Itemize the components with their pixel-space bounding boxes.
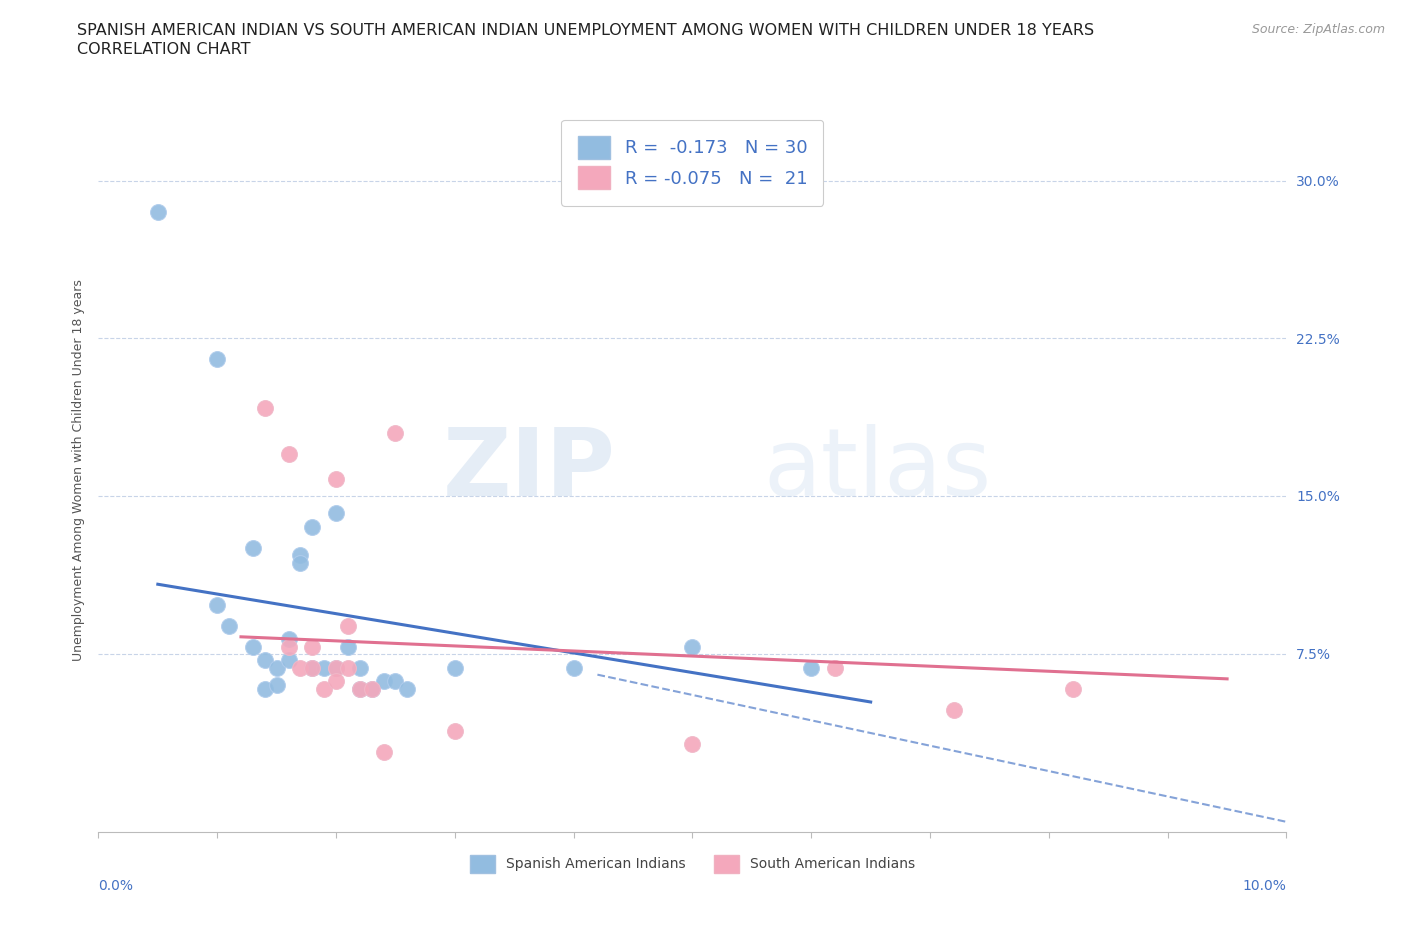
Point — [1062, 682, 1084, 697]
Point — [681, 737, 703, 751]
Point — [824, 661, 846, 676]
Point — [384, 425, 406, 440]
Point — [290, 548, 312, 563]
Point — [325, 472, 347, 486]
Point — [301, 520, 323, 535]
Text: 10.0%: 10.0% — [1243, 879, 1286, 893]
Point — [253, 400, 276, 415]
Point — [277, 631, 299, 646]
Point — [301, 661, 323, 676]
Y-axis label: Unemployment Among Women with Children Under 18 years: Unemployment Among Women with Children U… — [72, 279, 84, 660]
Point — [205, 598, 228, 613]
Point — [325, 673, 347, 688]
Legend: Spanish American Indians, South American Indians: Spanish American Indians, South American… — [463, 848, 922, 880]
Point — [290, 661, 312, 676]
Point — [277, 446, 299, 461]
Point — [325, 661, 347, 676]
Point — [443, 661, 465, 676]
Point — [800, 661, 823, 676]
Point — [146, 205, 169, 219]
Text: SPANISH AMERICAN INDIAN VS SOUTH AMERICAN INDIAN UNEMPLOYMENT AMONG WOMEN WITH C: SPANISH AMERICAN INDIAN VS SOUTH AMERICA… — [77, 23, 1094, 38]
Point — [373, 673, 395, 688]
Point — [301, 661, 323, 676]
Text: CORRELATION CHART: CORRELATION CHART — [77, 42, 250, 57]
Point — [290, 556, 312, 571]
Point — [336, 661, 359, 676]
Point — [325, 505, 347, 520]
Point — [266, 661, 288, 676]
Point — [325, 661, 347, 676]
Point — [314, 682, 336, 697]
Point — [681, 640, 703, 655]
Point — [301, 640, 323, 655]
Point — [349, 682, 371, 697]
Point — [349, 682, 371, 697]
Point — [336, 640, 359, 655]
Point — [218, 618, 240, 633]
Point — [205, 352, 228, 366]
Point — [384, 673, 406, 688]
Point — [266, 678, 288, 693]
Point — [562, 661, 585, 676]
Point — [253, 653, 276, 668]
Point — [942, 703, 965, 718]
Point — [242, 541, 264, 556]
Point — [396, 682, 419, 697]
Text: ZIP: ZIP — [443, 424, 616, 515]
Point — [373, 745, 395, 760]
Point — [443, 724, 465, 738]
Point — [360, 682, 382, 697]
Point — [336, 618, 359, 633]
Point — [360, 682, 382, 697]
Text: 0.0%: 0.0% — [98, 879, 134, 893]
Point — [277, 653, 299, 668]
Point — [277, 640, 299, 655]
Point — [314, 661, 336, 676]
Point — [253, 682, 276, 697]
Text: atlas: atlas — [763, 424, 993, 515]
Text: Source: ZipAtlas.com: Source: ZipAtlas.com — [1251, 23, 1385, 36]
Point — [242, 640, 264, 655]
Point — [349, 661, 371, 676]
